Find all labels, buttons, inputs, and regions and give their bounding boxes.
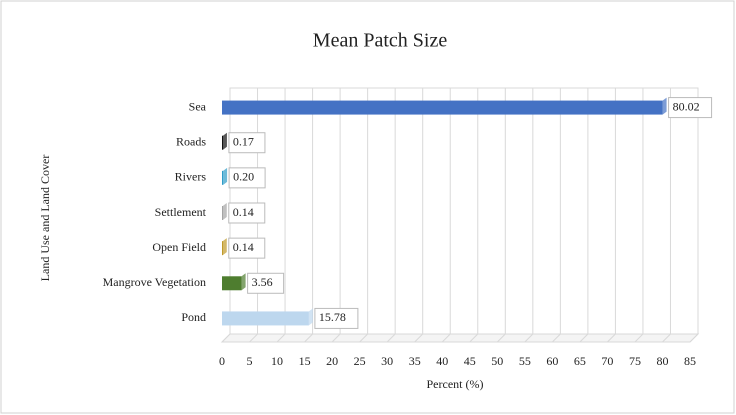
data-label: 0.17 [233, 134, 254, 148]
x-tick-label: 45 [464, 354, 476, 368]
x-tick-label: 60 [546, 354, 558, 368]
x-tick-label: 10 [271, 354, 283, 368]
x-tick-label: 75 [629, 354, 641, 368]
bar [222, 311, 309, 326]
bar-end [308, 308, 313, 326]
bar [222, 241, 223, 256]
grid-line [634, 88, 644, 343]
bar [222, 135, 223, 150]
x-tick-label: 50 [491, 354, 503, 368]
bar [222, 100, 663, 115]
grid-line [331, 88, 341, 343]
data-label-box [228, 167, 266, 189]
data-label-box [228, 202, 266, 224]
data-label-box [314, 307, 359, 329]
x-tick-label: 25 [354, 354, 366, 368]
grid-line [662, 88, 671, 343]
grid-line [551, 88, 561, 343]
y-tick-label: Mangrove Vegetation [103, 275, 206, 289]
x-tick-label: 0 [219, 354, 225, 368]
grid-line [304, 88, 314, 343]
grid-line [689, 88, 699, 343]
x-tick-label: 85 [684, 354, 696, 368]
grid-line [359, 88, 369, 343]
grid-line [496, 88, 506, 343]
chart-title: Mean Patch Size [313, 30, 448, 52]
x-tick-label: 55 [519, 354, 531, 368]
data-label: 0.14 [233, 240, 254, 254]
bar-end [222, 203, 227, 220]
grid-line [414, 88, 424, 343]
bar-end [241, 273, 246, 291]
grid-line [607, 88, 616, 343]
bar-end [222, 132, 227, 150]
grid-line [276, 88, 286, 343]
x-axis-label: Percent (%) [427, 377, 484, 391]
data-label: 3.56 [252, 275, 273, 289]
x-tick-label: 15 [299, 354, 311, 368]
grid-line [469, 88, 479, 343]
y-tick-label: Rivers [175, 170, 207, 184]
x-tick-label: 20 [326, 354, 338, 368]
data-label: 0.14 [233, 205, 254, 219]
bar [222, 206, 223, 220]
data-label: 80.02 [673, 99, 700, 113]
grid-line [441, 88, 451, 343]
y-axis-label: Land Use and Land Cover [38, 155, 52, 282]
data-label: 0.20 [233, 170, 254, 184]
data-label-box [247, 272, 285, 294]
y-tick-label: Roads [176, 134, 206, 148]
bar-end [223, 167, 228, 185]
grid-line [386, 88, 396, 343]
x-tick-label: 35 [409, 354, 421, 368]
x-tick-label: 80 [656, 354, 668, 368]
grid-line [579, 88, 589, 343]
y-tick-label: Sea [189, 99, 207, 113]
x-tick-label: 5 [247, 354, 253, 368]
bar-end [662, 97, 667, 115]
data-label-box [228, 132, 266, 154]
data-label-box [668, 97, 713, 119]
data-label-box [228, 237, 266, 259]
floor [220, 333, 700, 343]
x-tick-label: 40 [436, 354, 448, 368]
bar [222, 170, 224, 185]
bar [222, 276, 242, 291]
y-tick-label: Open Field [152, 240, 206, 254]
x-tick-label: 30 [381, 354, 393, 368]
data-label: 15.78 [319, 310, 346, 324]
x-tick-label: 70 [601, 354, 613, 368]
grid-line [524, 88, 534, 343]
bar-end [222, 238, 227, 256]
y-tick-label: Pond [181, 310, 206, 324]
x-tick-label: 65 [574, 354, 586, 368]
y-tick-label: Settlement [155, 205, 207, 219]
